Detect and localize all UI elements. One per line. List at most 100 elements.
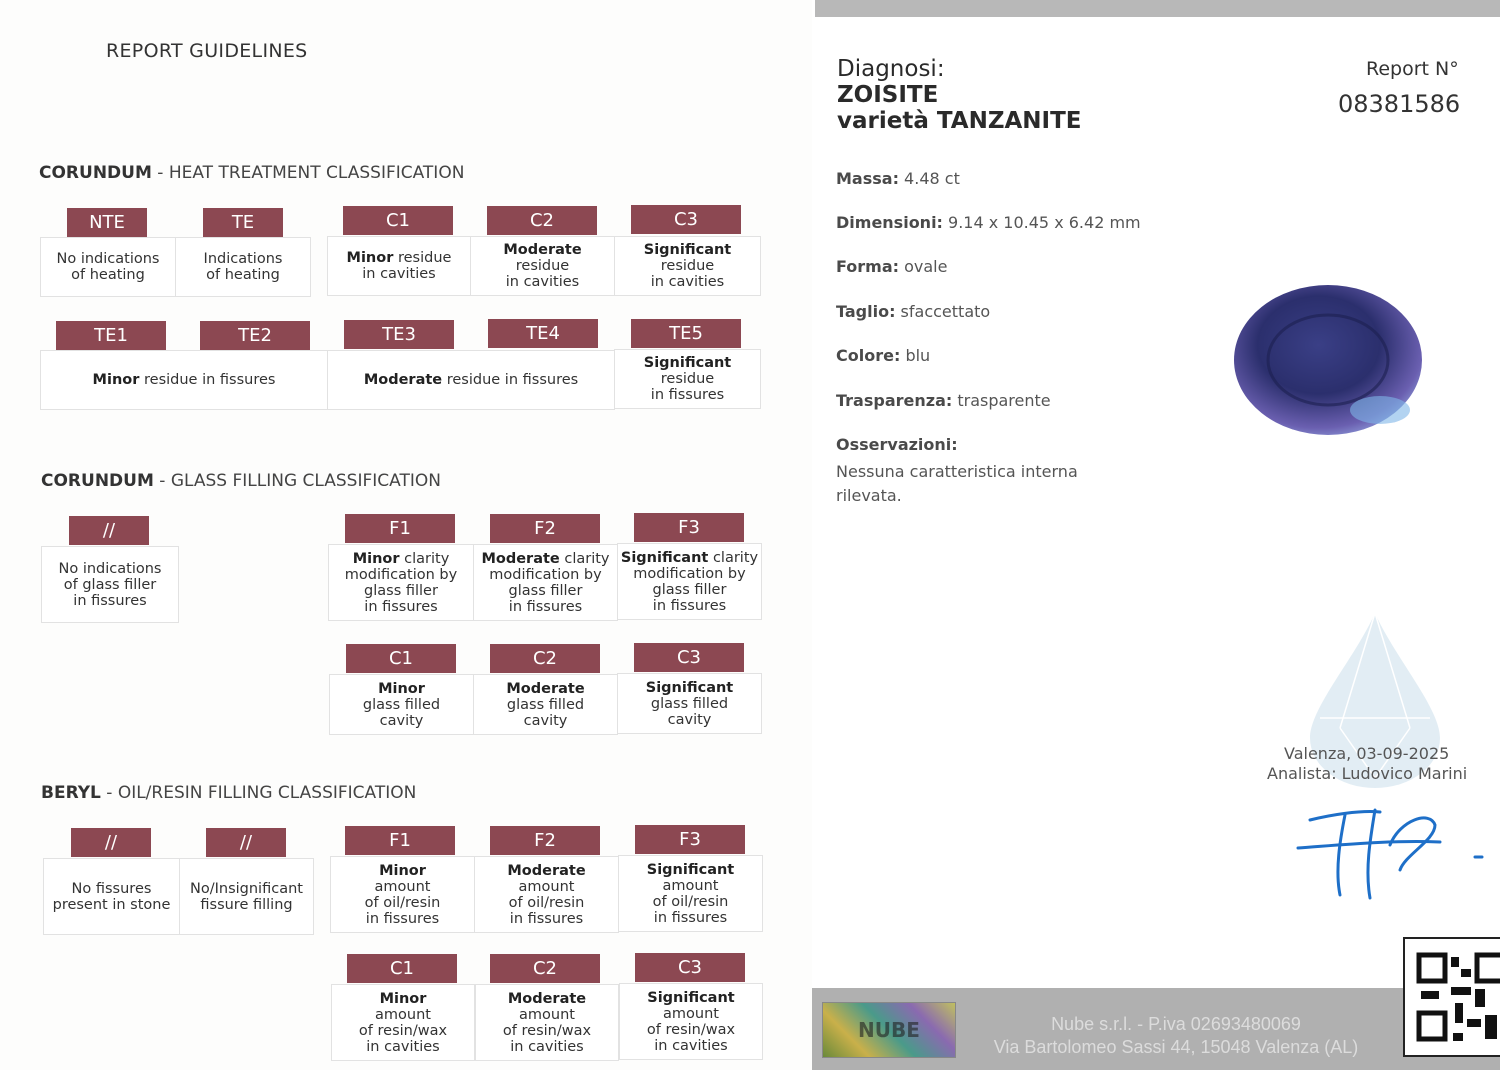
field-color: Colore: blu bbox=[836, 346, 930, 365]
classification-description: Significant glass filled cavity bbox=[617, 673, 762, 734]
place-date: Valenza, 03-09-2025 bbox=[1284, 744, 1450, 763]
company-line: Nube s.r.l. - P.iva 02693480069 bbox=[1051, 1014, 1301, 1034]
classification-description: Minor residue in cavities bbox=[327, 236, 471, 296]
description-bold: Moderate bbox=[506, 680, 585, 697]
description-bold: Significant bbox=[645, 679, 734, 696]
qr-code[interactable] bbox=[1403, 937, 1500, 1057]
classification-description: Significant amount of resin/wax in cavit… bbox=[619, 983, 763, 1060]
description-text: Significant glass filled cavity bbox=[646, 680, 733, 728]
field-label: Taglio: bbox=[836, 302, 896, 321]
description-rest: residue in cavities bbox=[362, 250, 452, 282]
section-bold: BERYL bbox=[41, 783, 101, 803]
field-dimensions: Dimensioni: 9.14 x 10.45 x 6.42 mm bbox=[836, 213, 1141, 232]
classification-code-tag: // bbox=[69, 516, 149, 545]
classification-code-tag: TE1 bbox=[56, 321, 166, 350]
description-bold: Minor bbox=[346, 250, 394, 266]
classification-code-tag: C1 bbox=[347, 954, 457, 983]
classification-code-tag: TE3 bbox=[344, 320, 454, 349]
observations-text: Nessuna caratteristica interna rilevata. bbox=[836, 462, 1078, 505]
species: ZOISITE bbox=[837, 82, 939, 108]
field-shape: Forma: ovale bbox=[836, 257, 947, 276]
description-bold: Significant bbox=[620, 549, 709, 566]
classification-description: Moderate clarity modification by glass f… bbox=[473, 544, 618, 621]
gem-photo bbox=[1234, 285, 1422, 435]
section-oil-resin: BERYL - OIL/RESIN FILLING CLASSIFICATION bbox=[41, 783, 416, 803]
classification-description: Minor clarity modification by glass fill… bbox=[328, 544, 474, 621]
description-text: Significant clarity modification by glas… bbox=[621, 550, 758, 614]
field-label: Trasparenza: bbox=[836, 391, 953, 410]
description-bold: Significant bbox=[646, 861, 735, 878]
hologram-text: NUBE bbox=[858, 1018, 920, 1042]
description-text: Moderate amount of oil/resin in fissures bbox=[507, 863, 585, 927]
description-text: Minor amount of resin/wax in cavities bbox=[359, 991, 447, 1055]
classification-description: No fissures present in stone bbox=[43, 858, 180, 935]
classification-code-tag: TE5 bbox=[631, 319, 741, 348]
description-text: Indications of heating bbox=[204, 251, 283, 283]
description-rest: Indications of heating bbox=[203, 251, 283, 283]
classification-code-tag: C2 bbox=[490, 644, 600, 673]
section-heat-treatment: CORUNDUM - HEAT TREATMENT CLASSIFICATION bbox=[39, 163, 464, 183]
section-rest: - OIL/RESIN FILLING CLASSIFICATION bbox=[100, 783, 417, 803]
classification-description: Significant amount of oil/resin in fissu… bbox=[618, 855, 763, 932]
field-value: trasparente bbox=[952, 391, 1051, 410]
field-label: Dimensioni: bbox=[836, 213, 943, 232]
description-bold: Moderate bbox=[363, 372, 443, 388]
description-text: Minor glass filled cavity bbox=[363, 681, 440, 729]
classification-description: Moderate residue in fissures bbox=[327, 350, 615, 410]
field-value: sfaccettato bbox=[895, 302, 991, 321]
classification-code-tag: C3 bbox=[635, 953, 745, 982]
description-bold: Minor bbox=[378, 680, 425, 697]
description-bold: Minor bbox=[352, 550, 400, 567]
classification-description: No/Insignificant fissure filling bbox=[179, 858, 314, 935]
report-number: 08381586 bbox=[1338, 90, 1461, 118]
field-mass: Massa: 4.48 ct bbox=[836, 169, 960, 188]
classification-code-tag: C3 bbox=[634, 643, 744, 672]
field-value: ovale bbox=[899, 257, 948, 276]
description-text: Significant amount of oil/resin in fissu… bbox=[647, 862, 734, 926]
classification-description: No indications of glass filler in fissur… bbox=[41, 546, 179, 623]
classification-code-tag: F3 bbox=[634, 513, 744, 542]
classification-description: Minor amount of oil/resin in fissures bbox=[330, 856, 475, 933]
field-value: 9.14 x 10.45 x 6.42 mm bbox=[942, 213, 1141, 232]
description-bold: Significant bbox=[643, 242, 732, 258]
field-value: blu bbox=[900, 346, 931, 365]
analyst: Analista: Ludovico Marini bbox=[1267, 764, 1468, 783]
classification-code-tag: F2 bbox=[490, 826, 600, 855]
description-rest: glass filled cavity bbox=[506, 696, 585, 729]
classification-code-tag: F2 bbox=[490, 514, 600, 543]
hologram-logo: NUBE bbox=[822, 1002, 956, 1058]
description-rest: residue in fissures bbox=[139, 372, 276, 388]
top-bar bbox=[815, 0, 1500, 17]
description-rest: No indications of heating bbox=[56, 251, 160, 283]
description-rest: clarity modification by glass filler in … bbox=[489, 550, 610, 615]
description-rest: clarity modification by glass filler in … bbox=[344, 550, 458, 615]
field-label: Massa: bbox=[836, 169, 899, 188]
description-text: Minor clarity modification by glass fill… bbox=[345, 551, 457, 615]
description-bold: Moderate bbox=[503, 242, 582, 258]
diagnosis-label: Diagnosi: bbox=[837, 56, 945, 82]
description-text: Minor residue in fissures bbox=[93, 372, 276, 388]
description-bold: Significant bbox=[647, 989, 735, 1006]
section-rest: - GLASS FILLING CLASSIFICATION bbox=[153, 471, 441, 491]
description-rest: residue in cavities bbox=[505, 258, 580, 290]
description-text: Minor amount of oil/resin in fissures bbox=[365, 863, 441, 927]
qr-code-icon bbox=[1416, 952, 1500, 1042]
description-bold: Minor bbox=[92, 372, 140, 388]
classification-code-tag: C3 bbox=[631, 205, 741, 234]
description-bold: Moderate bbox=[481, 550, 560, 567]
description-text: No indications of glass filler in fissur… bbox=[59, 561, 162, 609]
description-rest: No indications of glass filler in fissur… bbox=[58, 560, 162, 609]
field-label: Forma: bbox=[836, 257, 900, 276]
classification-description: Significant residue in fissures bbox=[614, 349, 761, 409]
classification-description: Moderate residue in cavities bbox=[470, 236, 615, 296]
description-text: No indications of heating bbox=[57, 251, 160, 283]
classification-description: Minor glass filled cavity bbox=[329, 674, 474, 735]
section-bold: CORUNDUM bbox=[41, 471, 154, 491]
field-transparency: Trasparenza: trasparente bbox=[836, 391, 1051, 410]
classification-code-tag: F1 bbox=[345, 826, 455, 855]
description-bold: Minor bbox=[379, 990, 427, 1007]
description-text: Moderate amount of resin/wax in cavities bbox=[503, 991, 591, 1055]
classification-code-tag: C2 bbox=[490, 954, 600, 983]
observations-label-text: Osservazioni: bbox=[836, 435, 958, 454]
description-rest: amount of oil/resin in fissures bbox=[652, 877, 729, 926]
